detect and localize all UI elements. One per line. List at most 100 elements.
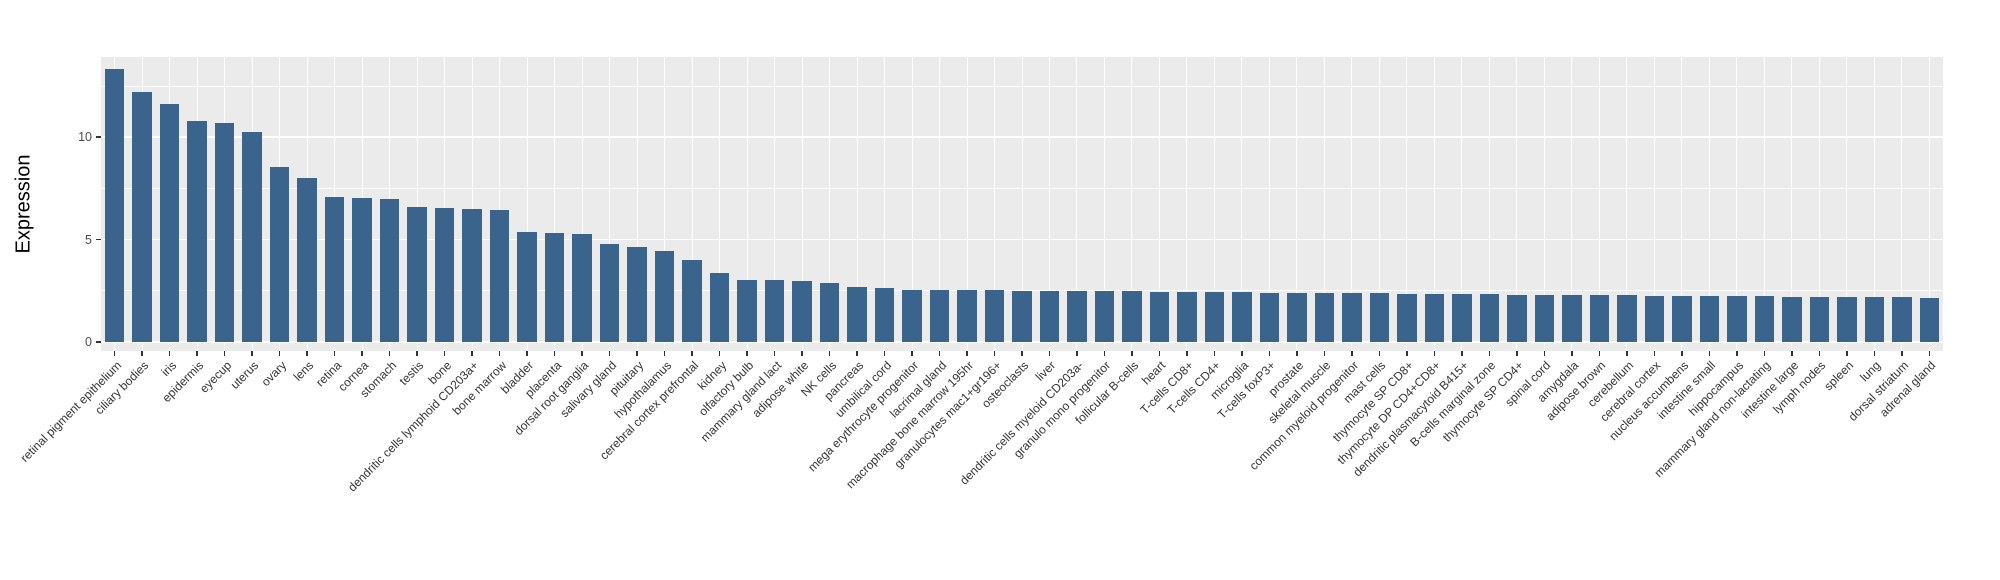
gridline-x [1516, 57, 1518, 351]
gridline-x [1076, 57, 1078, 351]
x-tick [443, 351, 446, 356]
bar [489, 209, 510, 342]
gridline-x [939, 57, 941, 351]
bar [737, 279, 757, 342]
bar [1287, 292, 1307, 342]
gridline-x [1928, 57, 1930, 351]
x-tick [1791, 351, 1793, 356]
bar [1892, 297, 1912, 342]
bar [627, 246, 647, 342]
gridline-x [884, 57, 886, 351]
x-tick [1736, 351, 1738, 356]
gridline-x [1791, 57, 1793, 351]
x-tick [1406, 351, 1408, 356]
bar [352, 197, 372, 342]
bar [462, 208, 482, 342]
bar [1369, 293, 1390, 342]
bar [104, 69, 125, 342]
bar [1149, 291, 1170, 342]
x-tick [581, 351, 583, 356]
bar [1479, 294, 1500, 342]
bar [1507, 294, 1527, 342]
x-tick [1571, 351, 1573, 356]
bar [1204, 292, 1225, 342]
bar [1177, 292, 1197, 342]
gridline-x [664, 57, 666, 351]
bar [1754, 296, 1775, 342]
gridline-x [1763, 57, 1765, 351]
gridline-x [829, 57, 831, 351]
bar [1039, 290, 1060, 342]
x-tick [526, 351, 528, 356]
x-tick [911, 351, 913, 356]
x-tick [553, 351, 556, 356]
bar [819, 283, 840, 342]
gridline-x [1323, 57, 1325, 351]
bar [709, 273, 730, 342]
x-tick [663, 351, 666, 356]
bar [599, 243, 620, 342]
x-tick [1103, 351, 1106, 356]
bar [1562, 294, 1582, 342]
gridline-x [1598, 57, 1600, 351]
bar [1342, 293, 1362, 342]
x-tick [718, 351, 721, 356]
bar [1232, 292, 1252, 342]
gridline-x [499, 57, 501, 351]
bar [1672, 295, 1692, 342]
bar [1452, 294, 1472, 342]
x-tick [608, 351, 611, 356]
x-tick [498, 351, 501, 356]
gridline-x [1296, 57, 1298, 351]
gridline-x [691, 57, 693, 351]
bar [242, 132, 262, 342]
plot-panel [101, 57, 1943, 351]
bar [1617, 295, 1637, 342]
x-tick [828, 351, 831, 356]
bar [764, 280, 785, 342]
y-axis-title: Expression [12, 154, 35, 254]
bar [1589, 295, 1610, 342]
bar [682, 260, 702, 342]
x-tick [1433, 351, 1436, 356]
x-tick [1131, 351, 1133, 356]
gridline-x [1571, 57, 1573, 351]
x-tick [141, 351, 143, 356]
bar [517, 232, 537, 342]
gridline-x [1433, 57, 1435, 351]
x-tick [223, 351, 226, 356]
x-tick [1048, 351, 1051, 356]
x-tick [636, 351, 638, 356]
x-tick [1488, 351, 1491, 356]
gridline-x [1351, 57, 1353, 351]
x-tick [883, 351, 886, 356]
x-tick [1213, 351, 1216, 356]
gridline-x [1708, 57, 1710, 351]
x-tick [361, 351, 363, 356]
gridline-x [1406, 57, 1408, 351]
bar [1122, 291, 1142, 342]
gridline-x [719, 57, 721, 351]
gridline-x [1626, 57, 1628, 351]
gridline-x [1543, 57, 1545, 351]
bar [159, 104, 180, 342]
x-tick [1873, 351, 1876, 356]
gridline-x [1818, 57, 1820, 351]
gridline-x [1681, 57, 1683, 351]
x-tick [306, 351, 308, 356]
gridline-x [746, 57, 748, 351]
x-tick [113, 351, 116, 356]
bar [379, 198, 400, 342]
bar [1864, 297, 1885, 342]
x-tick [691, 351, 693, 356]
gridline-x [1048, 57, 1050, 351]
x-tick [388, 351, 391, 356]
x-tick [471, 351, 473, 356]
gridline-x [416, 57, 418, 351]
x-tick [966, 351, 968, 356]
x-tick [1763, 351, 1766, 356]
gridline-x [1378, 57, 1380, 351]
gridline-x [1103, 57, 1105, 351]
bar [1837, 296, 1857, 342]
